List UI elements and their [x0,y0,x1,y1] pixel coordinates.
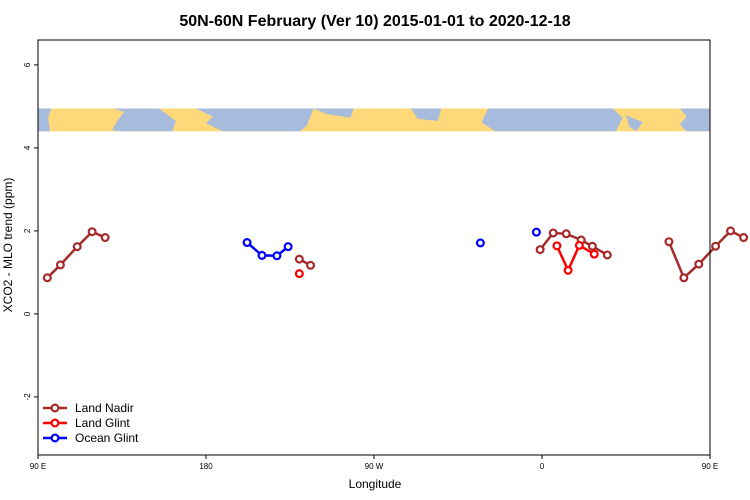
map-ocean-4 [481,108,623,132]
data-point [548,228,558,238]
y-tick-label: 4 [23,145,32,150]
legend-label: Land Nadir [75,401,134,415]
data-point [87,227,97,237]
plot-frame [37,39,711,456]
series-line [555,243,595,274]
x-axis-label: Longitude [349,477,402,491]
y-axis-label: XCO2 - MLO trend (ppm) [1,178,15,313]
data-point [664,237,674,247]
series-land-glint [294,240,599,279]
x-tick-label: 90 W [365,462,384,471]
chart-title: 50N-60N February (Ver 10) 2015-01-01 to … [179,13,570,30]
data-point [283,242,293,252]
series-land-nadir [42,226,749,283]
data-point [294,269,304,279]
legend-label: Land Glint [75,416,130,430]
y-tick-label: 6 [23,62,32,67]
data-point [574,240,584,250]
data-point [42,273,52,283]
map-ocean-0 [111,108,176,132]
data-point [602,250,612,260]
legend-swatch-marker [50,403,60,413]
data-point [100,233,110,243]
series-ocean-glint [242,227,541,261]
x-tick-label: 90 E [702,462,718,471]
data-point [694,259,704,269]
map-ocean-1 [195,108,314,132]
data-point [294,254,304,264]
x-tick-label: 0 [540,462,545,471]
data-point [726,226,736,236]
data-point [306,260,316,270]
map-ocean-7 [38,108,52,132]
map-ocean-2 [313,108,354,118]
data-point [272,251,282,261]
map-ocean-6 [679,108,710,132]
x-tick-label: 90 E [30,462,46,471]
data-point [535,245,545,255]
data-point [55,260,65,270]
y-axis: -2 0 2 4 6 [23,62,38,400]
data-point [257,250,267,260]
data-point [563,265,573,275]
data-point [679,273,689,283]
y-tick-label: -2 [23,393,32,401]
data-point [531,227,541,237]
data-point [587,241,597,251]
series-layer [42,226,749,283]
world-map-strip [38,108,710,132]
series-line [46,230,106,279]
data-point [711,241,721,251]
y-tick-label: 0 [23,311,32,316]
data-point [552,241,562,251]
y-tick-label: 2 [23,228,32,233]
legend-swatch-marker [50,433,60,443]
legend-swatch-marker [50,418,60,428]
data-point [242,238,252,248]
data-point [561,229,571,239]
data-point [739,233,749,243]
data-point [589,249,599,259]
data-point [475,238,485,248]
legend-label: Ocean Glint [75,431,139,445]
series-line [246,241,289,258]
x-tick-label: 180 [199,462,213,471]
map-ocean-3 [411,108,442,121]
map-ocean-5 [626,115,643,132]
series-line [667,229,745,280]
data-point [72,242,82,252]
